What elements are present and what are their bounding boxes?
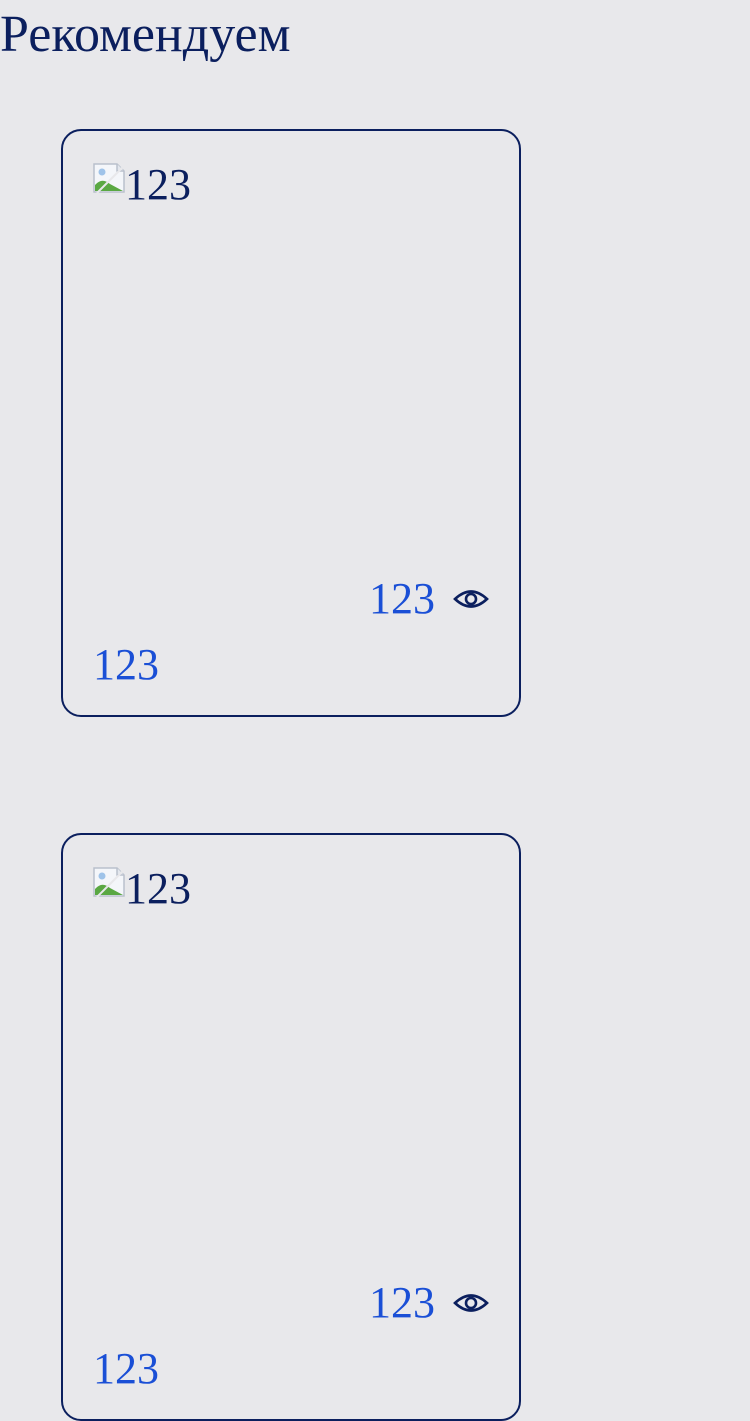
card-image-alt: 123 xyxy=(125,864,191,913)
recommendation-card[interactable]: 123 123 123 xyxy=(61,833,521,1421)
broken-image-icon xyxy=(93,163,125,193)
views-count: 123 xyxy=(369,574,435,623)
section-title: Рекомендуем xyxy=(0,6,291,63)
views-counter: 123 xyxy=(369,1277,489,1329)
card-image-alt: 123 xyxy=(125,160,191,209)
card-title-link[interactable]: 123 xyxy=(93,640,159,689)
views-counter: 123 xyxy=(369,573,489,625)
card-image[interactable]: 123 xyxy=(93,865,191,913)
broken-image-icon xyxy=(93,867,125,897)
eye-icon xyxy=(453,590,489,608)
views-count: 123 xyxy=(369,1278,435,1327)
card-title-link[interactable]: 123 xyxy=(93,1344,159,1393)
card-image[interactable]: 123 xyxy=(93,161,191,209)
eye-icon xyxy=(453,1294,489,1312)
recommendation-card[interactable]: 123 123 123 xyxy=(61,129,521,717)
